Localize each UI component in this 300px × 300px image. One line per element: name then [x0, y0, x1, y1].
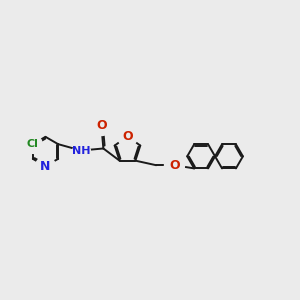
- Text: Cl: Cl: [27, 139, 39, 149]
- Text: O: O: [96, 118, 106, 132]
- Text: O: O: [122, 130, 133, 143]
- Text: O: O: [169, 159, 180, 172]
- Text: N: N: [40, 160, 51, 172]
- Text: NH: NH: [72, 146, 90, 155]
